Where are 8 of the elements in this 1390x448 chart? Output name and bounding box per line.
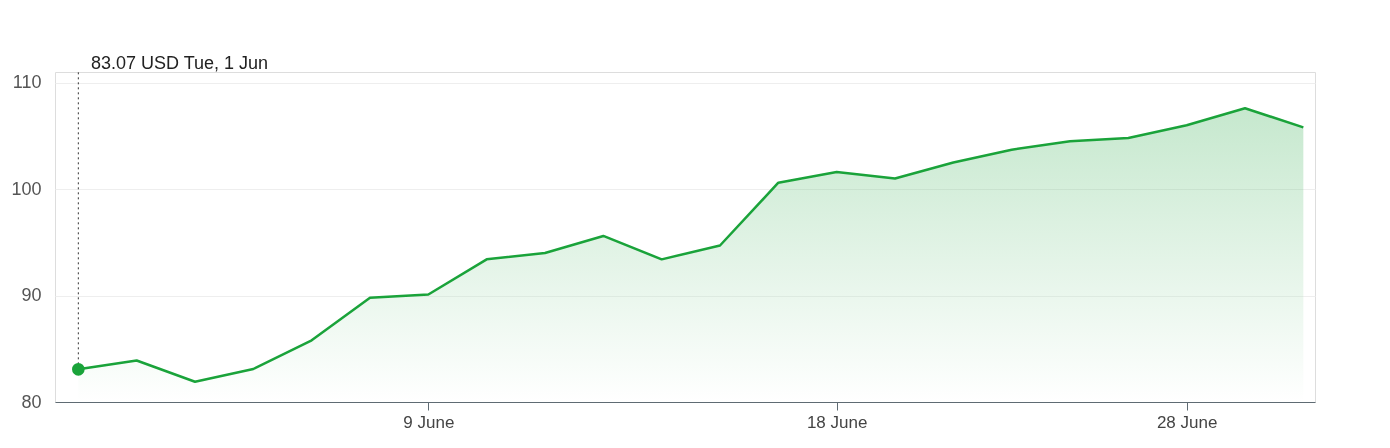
x-tick-label: 28 June [1156, 412, 1218, 432]
y-tick-label: 90 [21, 285, 42, 306]
y-tick-label: 80 [21, 391, 42, 412]
x-tick-label: 18 June [806, 412, 868, 432]
y-tick-label: 110 [12, 72, 42, 93]
x-tick-label: 9 June [403, 412, 455, 432]
y-tick-label: 100 [11, 178, 42, 199]
annotation: 83.07 USD Tue, 1 Jun [91, 53, 269, 73]
